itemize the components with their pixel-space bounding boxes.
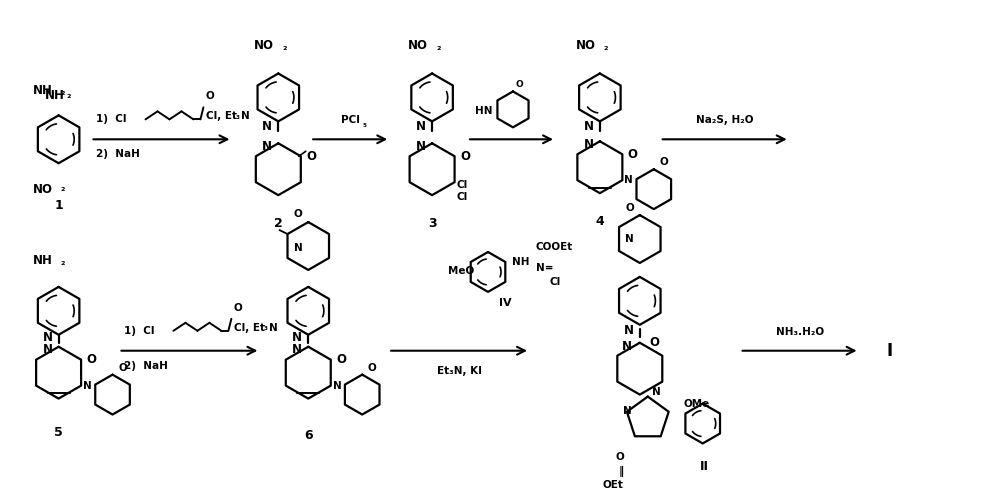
Text: Cl: Cl bbox=[457, 180, 468, 190]
Text: ₂: ₂ bbox=[61, 87, 65, 97]
Text: NH₃.H₂O: NH₃.H₂O bbox=[776, 327, 824, 337]
Text: O: O bbox=[615, 453, 624, 463]
Text: N: N bbox=[625, 234, 634, 244]
Text: N: N bbox=[624, 324, 634, 337]
Text: ₂: ₂ bbox=[604, 41, 608, 51]
Text: N: N bbox=[241, 111, 250, 121]
Text: ₃: ₃ bbox=[235, 112, 239, 121]
Text: Cl, Et: Cl, Et bbox=[206, 111, 237, 121]
Text: N: N bbox=[416, 140, 426, 153]
Text: 3: 3 bbox=[428, 217, 436, 230]
Text: O: O bbox=[294, 209, 302, 219]
Text: IV: IV bbox=[499, 298, 511, 308]
Text: O: O bbox=[628, 148, 638, 161]
Text: N: N bbox=[43, 343, 53, 356]
Text: I: I bbox=[886, 342, 893, 360]
Text: O: O bbox=[87, 353, 97, 366]
Text: NO: NO bbox=[408, 38, 428, 51]
Text: N: N bbox=[622, 340, 632, 353]
Text: 2)  NaH: 2) NaH bbox=[96, 149, 139, 159]
Text: ₂: ₂ bbox=[61, 183, 65, 193]
Text: OEt: OEt bbox=[603, 481, 624, 491]
Text: N: N bbox=[584, 120, 594, 133]
Text: N: N bbox=[416, 120, 426, 133]
Text: II: II bbox=[700, 461, 709, 474]
Text: N: N bbox=[262, 140, 272, 153]
Text: OMe: OMe bbox=[684, 399, 710, 409]
Text: N: N bbox=[624, 175, 633, 185]
Text: ₅: ₅ bbox=[362, 120, 366, 129]
Text: O: O bbox=[205, 91, 214, 101]
Text: N: N bbox=[584, 138, 594, 151]
Text: 1: 1 bbox=[54, 199, 63, 212]
Text: N: N bbox=[83, 381, 92, 391]
Text: Na₂S, H₂O: Na₂S, H₂O bbox=[696, 115, 753, 125]
Text: NO: NO bbox=[33, 183, 53, 196]
Text: NH: NH bbox=[45, 89, 65, 102]
Text: N: N bbox=[294, 243, 302, 253]
Text: Cl, Et: Cl, Et bbox=[234, 323, 265, 333]
Text: NH: NH bbox=[512, 257, 529, 267]
Text: N: N bbox=[292, 343, 302, 356]
Text: 1)  Cl: 1) Cl bbox=[96, 114, 126, 124]
Text: NH: NH bbox=[33, 84, 53, 97]
Text: NO: NO bbox=[254, 38, 274, 51]
Text: O: O bbox=[368, 363, 377, 373]
Text: Cl: Cl bbox=[550, 277, 561, 287]
Text: O: O bbox=[515, 80, 523, 89]
Text: 2)  NaH: 2) NaH bbox=[124, 361, 167, 371]
Text: ₂: ₂ bbox=[436, 41, 441, 51]
Text: 5: 5 bbox=[54, 426, 63, 439]
Text: NH: NH bbox=[33, 254, 53, 267]
Text: O: O bbox=[650, 336, 660, 349]
Text: O: O bbox=[460, 150, 470, 163]
Text: O: O bbox=[306, 150, 316, 163]
Text: 4: 4 bbox=[595, 215, 604, 228]
Text: Cl: Cl bbox=[457, 192, 468, 202]
Text: O: O bbox=[625, 203, 634, 213]
Text: N: N bbox=[333, 381, 341, 391]
Text: ₂: ₂ bbox=[66, 90, 71, 100]
Text: N: N bbox=[43, 331, 53, 344]
Text: O: O bbox=[659, 157, 668, 167]
Text: ‖: ‖ bbox=[619, 467, 624, 478]
Text: O: O bbox=[233, 303, 242, 313]
Text: Et₃N, KI: Et₃N, KI bbox=[437, 366, 482, 376]
Text: N: N bbox=[623, 406, 632, 416]
Text: MeO: MeO bbox=[448, 266, 474, 276]
Text: O: O bbox=[336, 353, 346, 366]
Text: 6: 6 bbox=[304, 429, 313, 442]
Text: ₂: ₂ bbox=[282, 41, 287, 51]
Text: N: N bbox=[292, 331, 302, 344]
Text: O: O bbox=[118, 363, 127, 373]
Text: ₃: ₃ bbox=[263, 323, 267, 332]
Text: N=: N= bbox=[536, 263, 553, 273]
Text: ₂: ₂ bbox=[61, 257, 65, 267]
Text: N: N bbox=[652, 387, 661, 397]
Text: NO: NO bbox=[576, 38, 596, 51]
Text: PCl: PCl bbox=[341, 115, 360, 125]
Text: HN: HN bbox=[475, 106, 493, 116]
Text: N: N bbox=[269, 323, 278, 333]
Text: 2: 2 bbox=[274, 217, 283, 230]
Text: N: N bbox=[262, 120, 272, 133]
Text: COOEt: COOEt bbox=[536, 242, 573, 252]
Text: 1)  Cl: 1) Cl bbox=[124, 326, 154, 336]
